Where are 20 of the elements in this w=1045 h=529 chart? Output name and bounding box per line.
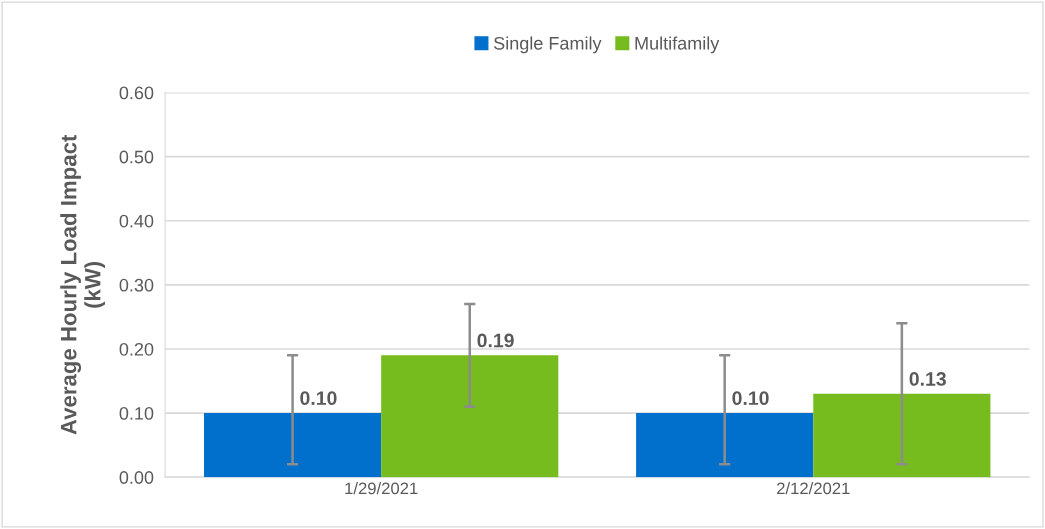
bar	[636, 413, 814, 478]
bar	[381, 355, 559, 478]
data-label: 0.19	[477, 333, 514, 348]
y-tick-label: 0.30	[119, 278, 154, 292]
legend-label: Single Family	[494, 36, 602, 54]
bar	[813, 393, 991, 478]
y-tick-label: 0.00	[119, 471, 154, 484]
x-tick-label: 1/29/2021	[345, 482, 418, 495]
data-label: 0.10	[732, 391, 769, 406]
data-label: 0.13	[909, 372, 946, 386]
y-tick-label: 0.60	[119, 86, 154, 100]
legend-label: Multifamily	[635, 36, 720, 54]
x-tick-label: 2/12/2021	[777, 482, 850, 495]
bar	[204, 413, 382, 478]
y-tick-label: 0.20	[119, 342, 154, 356]
y-tick-label: 0.50	[119, 150, 154, 164]
data-label: 0.10	[300, 391, 337, 406]
y-tick-label: 0.40	[119, 214, 154, 228]
y-axis-title: Average Hourly Load Impact (kW)	[60, 134, 105, 435]
y-tick-label: 0.10	[119, 407, 154, 420]
